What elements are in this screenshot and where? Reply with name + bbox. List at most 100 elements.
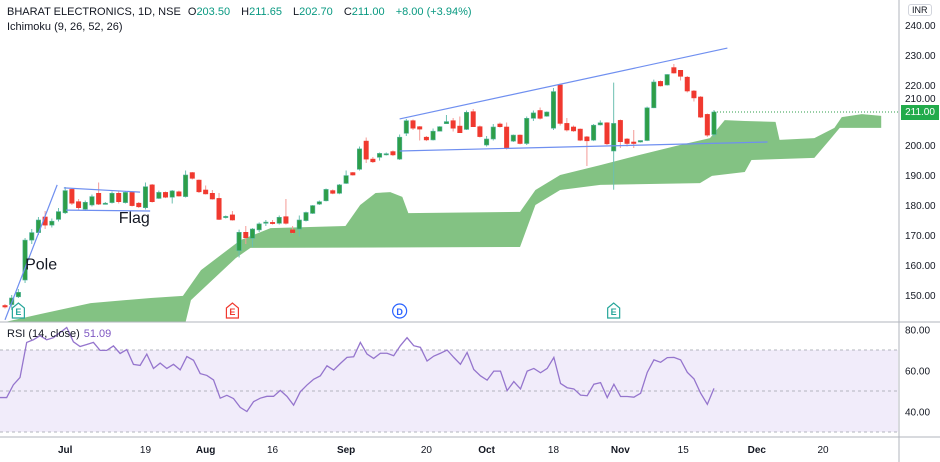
candle-up[interactable] [530,110,536,122]
earnings-marker[interactable]: E [225,302,240,319]
indicator-legend[interactable]: Ichimoku (9, 26, 52, 26) [7,21,123,33]
candle-down[interactable] [457,116,463,134]
wedge-top-line[interactable] [399,47,728,120]
candle-down[interactable] [604,122,610,145]
candle-down[interactable] [497,122,503,128]
candle-down[interactable] [691,90,697,102]
candle-up[interactable] [644,106,650,142]
candle-up[interactable] [597,120,603,126]
candle-down[interactable] [584,136,590,166]
candle-up[interactable] [156,190,162,199]
earnings-marker[interactable]: E [11,302,25,319]
candle-up[interactable] [490,124,496,141]
candle-up[interactable] [183,170,189,198]
candle-down[interactable] [136,202,142,208]
candle-down[interactable] [290,226,296,234]
candle-up[interactable] [29,229,35,244]
candle-down[interactable] [517,134,523,145]
candle-down[interactable] [410,119,416,131]
earnings-marker[interactable]: E [607,302,621,319]
candle-up[interactable] [223,215,229,219]
candle-up[interactable] [711,110,717,137]
candle-down[interactable] [2,304,8,309]
candle-up[interactable] [169,190,175,204]
candle-up[interactable] [383,152,389,156]
candle-down[interactable] [678,70,684,81]
candle-up[interactable] [437,126,443,132]
candle-up[interactable] [56,208,62,222]
candle-down[interactable] [671,64,677,74]
candle-up[interactable] [22,238,28,283]
candle-up[interactable] [464,110,470,131]
candle-down[interactable] [504,122,510,150]
candle-up[interactable] [109,191,115,204]
candle-down[interactable] [176,190,182,197]
candle-down[interactable] [283,199,289,225]
candle-up[interactable] [122,191,128,204]
candle-down[interactable] [116,191,122,204]
candle-up[interactable] [550,88,556,130]
candle-up[interactable] [102,202,108,205]
candle-up[interactable] [397,134,403,161]
candle-down[interactable] [704,113,710,137]
candle-down[interactable] [243,226,249,244]
candle-down[interactable] [577,128,583,142]
candle-up[interactable] [15,289,21,298]
candle-up[interactable] [544,111,550,117]
rsi-legend[interactable]: RSI (14, close) 51.09 [7,328,111,340]
trendlines-layer[interactable] [4,47,768,321]
candle-up[interactable] [510,134,516,143]
candle-up[interactable] [82,200,88,212]
candle-up[interactable] [323,188,329,202]
candle-up[interactable] [89,194,95,207]
candle-down[interactable] [69,188,75,206]
candle-up[interactable] [249,228,255,247]
candle-down[interactable] [684,76,690,93]
candle-down[interactable] [96,182,102,206]
candle-down[interactable] [417,126,423,141]
candle-down[interactable] [423,136,429,142]
flag-top-line[interactable] [63,187,141,193]
candle-up[interactable] [356,146,362,171]
candle-down[interactable] [450,118,456,132]
candle-down[interactable] [470,109,476,127]
candle-up[interactable] [403,118,409,136]
candle-up[interactable] [310,205,316,214]
candle-down[interactable] [698,96,704,118]
candle-down[interactable] [209,190,215,200]
candle-down[interactable] [196,179,202,194]
candle-up[interactable] [651,79,657,109]
dividend-marker[interactable]: D [392,303,408,319]
candle-up[interactable] [637,140,643,143]
candle-up[interactable] [236,229,242,258]
currency-badge[interactable]: INR [908,4,932,16]
wedge-bottom-line[interactable] [399,141,768,152]
candle-down[interactable] [564,118,570,132]
candle-down[interactable] [363,137,369,164]
candle-down[interactable] [330,189,336,195]
candle-down[interactable] [189,172,195,180]
candle-up[interactable] [336,184,342,195]
candle-down[interactable] [270,220,276,225]
candle-down[interactable] [149,184,155,203]
candle-down[interactable] [477,125,483,138]
candle-down[interactable] [203,185,209,195]
candle-up[interactable] [263,220,269,226]
candle-up[interactable] [443,115,449,124]
candle-down[interactable] [76,199,82,210]
candle-down[interactable] [537,107,543,120]
candle-down[interactable] [390,150,396,157]
candle-down[interactable] [163,191,169,199]
candle-down[interactable] [350,172,356,176]
candle-up[interactable] [591,124,597,142]
candle-up[interactable] [524,116,530,146]
candle-down[interactable] [557,83,563,126]
candle-down[interactable] [370,157,376,163]
candle-up[interactable] [664,74,670,86]
candle-up[interactable] [316,200,322,206]
candle-down[interactable] [229,211,235,221]
candle-up[interactable] [611,82,617,190]
candle-up[interactable] [430,128,436,141]
